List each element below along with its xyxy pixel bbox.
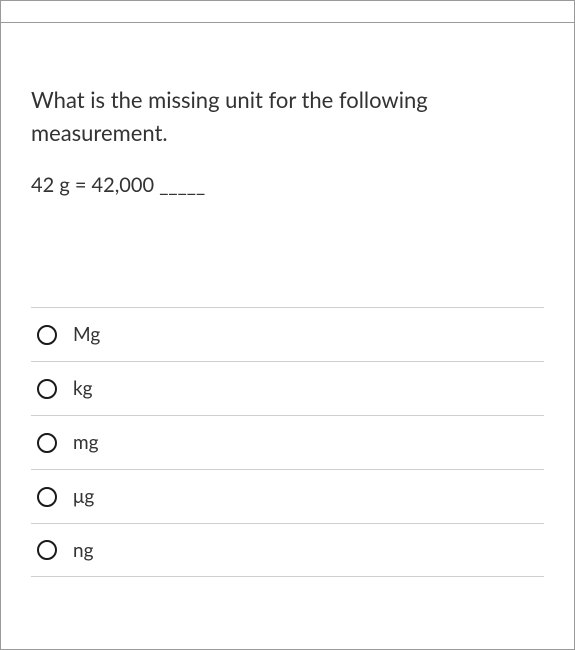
question-block: What is the missing unit for the followi… — [1, 23, 574, 217]
top-divider — [1, 1, 574, 23]
option-row[interactable]: μg — [31, 469, 544, 523]
question-equation: 42 g = 42,000 _____ — [31, 173, 544, 197]
option-label: kg — [73, 377, 93, 400]
option-row[interactable]: ng — [31, 523, 544, 577]
radio-icon[interactable] — [37, 433, 57, 453]
option-row[interactable]: kg — [31, 361, 544, 415]
radio-icon[interactable] — [37, 540, 57, 560]
radio-icon[interactable] — [37, 379, 57, 399]
options-list: Mg kg mg μg ng — [1, 307, 574, 607]
quiz-card: What is the missing unit for the followi… — [0, 0, 575, 650]
option-row[interactable]: Mg — [31, 307, 544, 361]
radio-icon[interactable] — [37, 487, 57, 507]
option-row[interactable]: mg — [31, 415, 544, 469]
question-prompt: What is the missing unit for the followi… — [31, 83, 544, 149]
option-label: ng — [73, 539, 93, 562]
option-label: Mg — [73, 323, 100, 346]
option-label: μg — [73, 485, 94, 508]
radio-icon[interactable] — [37, 325, 57, 345]
option-label: mg — [73, 431, 99, 454]
